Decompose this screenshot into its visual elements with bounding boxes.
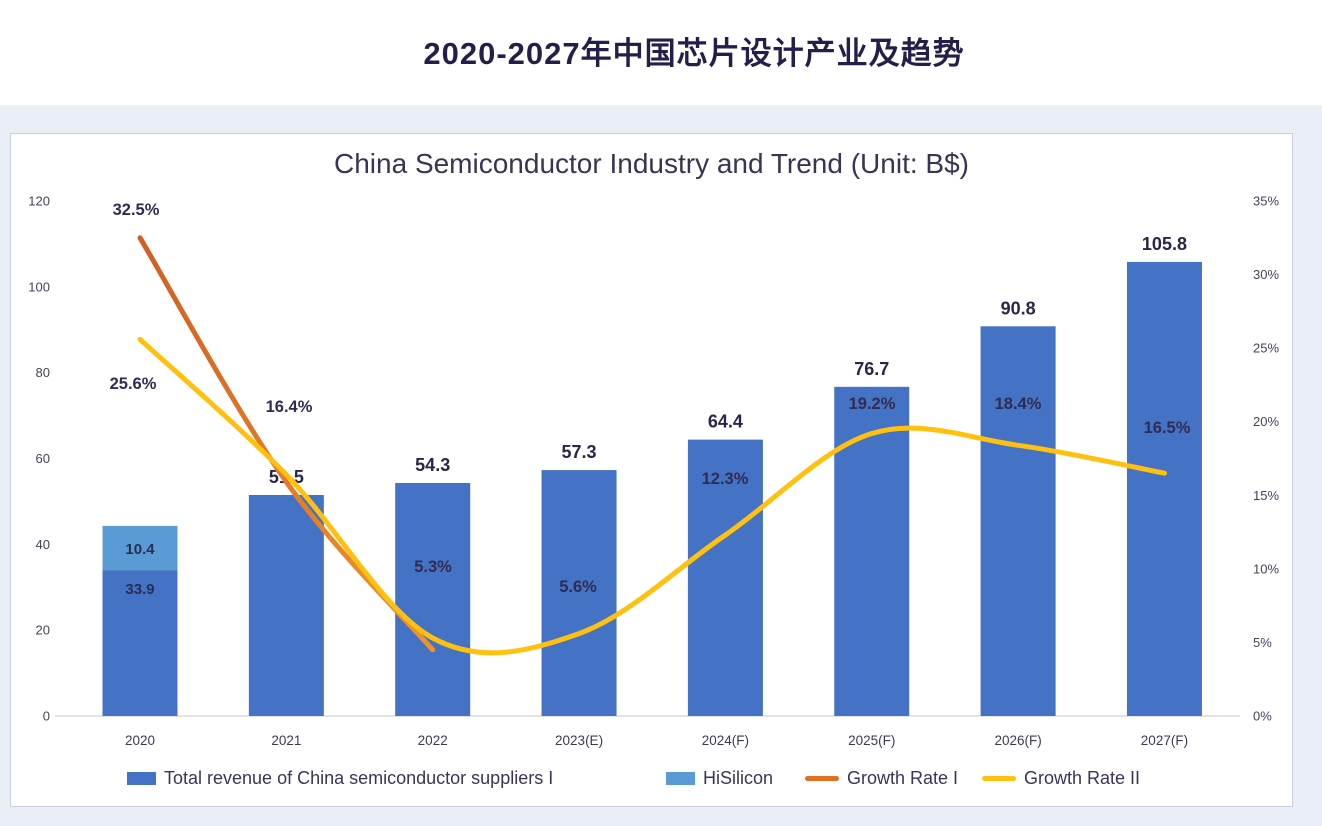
growth-rate-1-swatch [805,776,839,781]
growth-rate-2-swatch [982,776,1016,781]
legend-item-growth-rate-1: Growth Rate I [805,768,958,789]
legend-item-hisilicon: HiSilicon [666,768,773,789]
legend-item-total-revenue: Total revenue of China semiconductor sup… [127,768,553,789]
chart-title: China Semiconductor Industry and Trend (… [334,148,969,179]
legend-item-growth-rate-2: Growth Rate II [982,768,1140,789]
page-title: 2020-2027年中国芯片设计产业及趋势 [423,36,965,71]
hisilicon-swatch [666,772,695,785]
legend-label: Growth Rate II [1024,768,1141,788]
legend-label: Growth Rate I [847,768,959,788]
chart-card [10,133,1293,807]
legend-label: Total revenue of China semiconductor sup… [164,768,554,788]
legend-label: HiSilicon [703,768,774,788]
total-revenue-swatch [127,772,156,785]
